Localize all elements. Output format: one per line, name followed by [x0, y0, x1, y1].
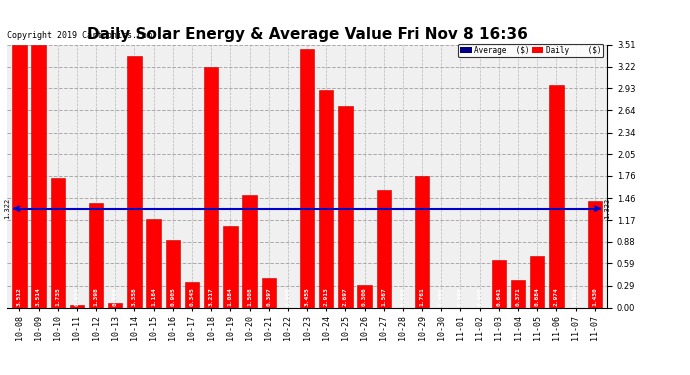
Text: 0.905: 0.905	[170, 287, 175, 306]
Bar	[108, 303, 122, 307]
Text: 0.034: 0.034	[75, 287, 79, 306]
Text: 3.217: 3.217	[208, 287, 214, 306]
Text: 1.084: 1.084	[228, 287, 233, 306]
Text: 1.567: 1.567	[382, 287, 386, 306]
Bar	[338, 106, 353, 308]
Bar	[549, 85, 564, 308]
Bar	[146, 219, 161, 308]
Text: 0.000: 0.000	[439, 287, 444, 306]
Bar	[492, 260, 506, 308]
Text: 1.322: 1.322	[604, 198, 610, 219]
Bar	[166, 240, 180, 308]
Text: 2.974: 2.974	[554, 287, 559, 306]
Bar	[319, 90, 333, 308]
Text: 0.000: 0.000	[477, 287, 482, 306]
Bar	[70, 305, 84, 308]
Text: 0.000: 0.000	[458, 287, 463, 306]
Text: Copyright 2019 Cartronics.com: Copyright 2019 Cartronics.com	[7, 31, 152, 40]
Text: 1.184: 1.184	[151, 287, 156, 306]
Bar	[377, 190, 391, 308]
Text: 0.306: 0.306	[362, 287, 367, 306]
Text: 1.508: 1.508	[247, 287, 252, 306]
Bar	[185, 282, 199, 308]
Title: Daily Solar Energy & Average Value Fri Nov 8 16:36: Daily Solar Energy & Average Value Fri N…	[87, 27, 527, 42]
Bar	[511, 280, 525, 308]
Text: 2.697: 2.697	[343, 287, 348, 306]
Bar	[12, 45, 26, 308]
Bar	[588, 201, 602, 308]
Bar	[127, 56, 141, 308]
Text: 2.913: 2.913	[324, 287, 328, 306]
Bar	[242, 195, 257, 308]
Bar	[530, 256, 544, 307]
Text: 1.430: 1.430	[592, 287, 598, 306]
Text: 0.345: 0.345	[190, 287, 195, 306]
Bar	[204, 67, 218, 308]
Text: 0.000: 0.000	[573, 287, 578, 306]
Text: 1.761: 1.761	[420, 287, 424, 306]
Bar	[89, 203, 104, 308]
Legend: Average  ($), Daily    ($): Average ($), Daily ($)	[458, 44, 603, 57]
Bar	[300, 49, 314, 308]
Bar	[357, 285, 372, 308]
Text: 1.735: 1.735	[55, 287, 60, 306]
Bar	[223, 226, 237, 308]
Text: 0.641: 0.641	[496, 287, 502, 306]
Bar	[31, 45, 46, 308]
Text: 0.371: 0.371	[515, 287, 520, 306]
Text: 3.358: 3.358	[132, 287, 137, 306]
Bar	[415, 176, 429, 308]
Text: 1.322: 1.322	[4, 198, 10, 219]
Text: 3.455: 3.455	[304, 287, 310, 306]
Bar	[50, 178, 65, 308]
Text: 0.397: 0.397	[266, 287, 271, 306]
Text: 3.512: 3.512	[17, 287, 22, 306]
Text: 0.000: 0.000	[400, 287, 406, 306]
Text: 1.398: 1.398	[94, 287, 99, 306]
Text: 0.684: 0.684	[535, 287, 540, 306]
Text: 3.514: 3.514	[36, 287, 41, 306]
Text: 0.065: 0.065	[112, 287, 118, 306]
Bar	[262, 278, 276, 308]
Text: 0.000: 0.000	[286, 287, 290, 306]
